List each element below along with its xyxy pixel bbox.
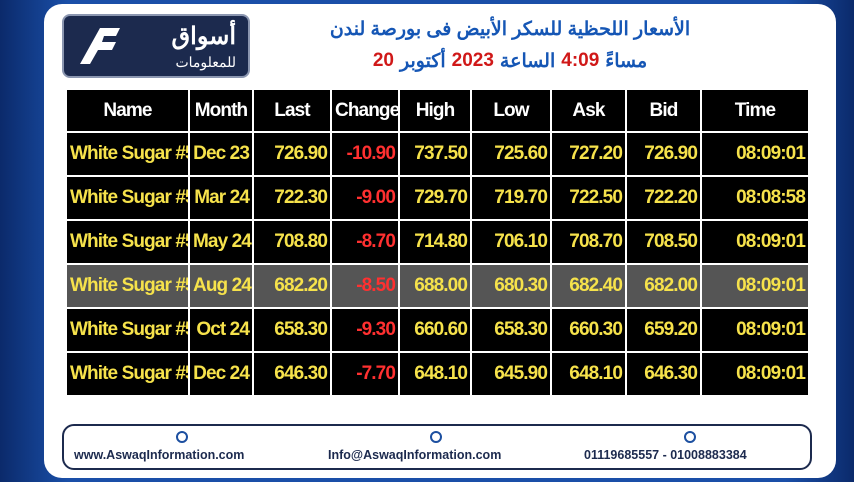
cell: 722.30 bbox=[252, 175, 332, 221]
cell: White Sugar #5 bbox=[65, 351, 190, 397]
cell: 725.60 bbox=[470, 131, 552, 177]
footer: www.AswaqInformation.com Info@AswaqInfor… bbox=[62, 424, 812, 470]
subtitle-part: 4:09 bbox=[561, 50, 600, 71]
email: Info@AswaqInformation.com bbox=[328, 448, 502, 462]
cell: 646.30 bbox=[252, 351, 332, 397]
cell: 714.80 bbox=[398, 219, 472, 265]
row: White Sugar #5 Aug 24 682.20 -8.50 688.00 680… bbox=[65, 263, 810, 309]
price-table: Name Month Last Change High Low Ask Bid Time Whit… bbox=[65, 88, 810, 397]
column-header: Low bbox=[470, 88, 552, 133]
cell: 659.20 bbox=[625, 307, 702, 353]
cell: White Sugar #5 bbox=[65, 219, 190, 265]
cell: Dec 24 bbox=[188, 351, 254, 397]
logo-sub: للمعلومات bbox=[175, 54, 236, 70]
cell: 708.50 bbox=[625, 219, 702, 265]
cell: 08:09:01 bbox=[700, 219, 810, 265]
cell: 660.60 bbox=[398, 307, 472, 353]
cell: -8.70 bbox=[330, 219, 400, 265]
row: White Sugar #5 May 24 708.80 -8.70 714.80 706… bbox=[65, 219, 810, 265]
mail-icon bbox=[430, 431, 442, 443]
cell: Mar 24 bbox=[188, 175, 254, 221]
subtitle-part: 2023 bbox=[451, 50, 494, 71]
cell: 680.30 bbox=[470, 263, 552, 309]
logo-name: أسواق bbox=[171, 23, 236, 50]
row: White Sugar #5 Dec 23 726.90 -10.90 737.50 72… bbox=[65, 131, 810, 177]
cell: 688.00 bbox=[398, 263, 472, 309]
cell: 722.50 bbox=[550, 175, 627, 221]
cell: -7.70 bbox=[330, 351, 400, 397]
title: الأسعار اللحظية للسكر الأبيض فى بورصة لن… bbox=[329, 19, 691, 40]
cell: 682.00 bbox=[625, 263, 702, 309]
cell: White Sugar #5 bbox=[65, 131, 190, 177]
cell: 08:08:58 bbox=[700, 175, 810, 221]
cell: 648.10 bbox=[398, 351, 472, 397]
cell: 682.40 bbox=[550, 263, 627, 309]
subtitle: 20 أكتوبر 2023 الساعة 4:09 مساءً bbox=[270, 50, 750, 73]
cell: 08:09:01 bbox=[700, 307, 810, 353]
cell: 648.10 bbox=[550, 351, 627, 397]
cell: -8.50 bbox=[330, 263, 400, 309]
cell: 737.50 bbox=[398, 131, 472, 177]
column-header: Ask bbox=[550, 88, 627, 133]
subtitle-part: مساءً bbox=[605, 51, 648, 72]
cell: -9.30 bbox=[330, 307, 400, 353]
cell: -9.00 bbox=[330, 175, 400, 221]
web-icon bbox=[176, 431, 188, 443]
cell: 727.20 bbox=[550, 131, 627, 177]
cell: 08:09:01 bbox=[700, 351, 810, 397]
cell: May 24 bbox=[188, 219, 254, 265]
column-header: Time bbox=[700, 88, 810, 133]
cell: 708.70 bbox=[550, 219, 627, 265]
cell: White Sugar #5 bbox=[65, 263, 190, 309]
column-header: Bid bbox=[625, 88, 702, 133]
column-header: Name bbox=[65, 88, 190, 133]
cell: Oct 24 bbox=[188, 307, 254, 353]
subtitle-part: الساعة bbox=[499, 51, 556, 72]
logo-icon bbox=[80, 28, 120, 64]
phone-icon bbox=[684, 431, 696, 443]
logo: أسواق للمعلومات bbox=[62, 14, 250, 78]
subtitle-part: 20 bbox=[372, 50, 394, 71]
subtitle-part: أكتوبر bbox=[399, 51, 446, 72]
website: www.AswaqInformation.com bbox=[74, 448, 245, 462]
column-header: Change bbox=[330, 88, 400, 133]
cell: Aug 24 bbox=[188, 263, 254, 309]
cell: White Sugar #5 bbox=[65, 307, 190, 353]
column-header: Last bbox=[252, 88, 332, 133]
cell: 658.30 bbox=[252, 307, 332, 353]
cell: 08:09:01 bbox=[700, 263, 810, 309]
cell: 706.10 bbox=[470, 219, 552, 265]
cell: 08:09:01 bbox=[700, 131, 810, 177]
cell: Dec 23 bbox=[188, 131, 254, 177]
column-header: Month bbox=[188, 88, 254, 133]
cell: 719.70 bbox=[470, 175, 552, 221]
phones: 01119685557 - 01008883384 bbox=[584, 448, 747, 462]
row: White Sugar #5 Mar 24 722.30 -9.00 729.70 719… bbox=[65, 175, 810, 221]
cell: White Sugar #5 bbox=[65, 175, 190, 221]
row: White Sugar #5 Dec 24 646.30 -7.70 648.10 645… bbox=[65, 351, 810, 397]
cell: -10.90 bbox=[330, 131, 400, 177]
cell: 645.90 bbox=[470, 351, 552, 397]
cell: 658.30 bbox=[470, 307, 552, 353]
row: White Sugar #5 Oct 24 658.30 -9.30 660.60 658… bbox=[65, 307, 810, 353]
cell: 660.30 bbox=[550, 307, 627, 353]
cell: 722.20 bbox=[625, 175, 702, 221]
cell: 726.90 bbox=[625, 131, 702, 177]
cell: 729.70 bbox=[398, 175, 472, 221]
column-header: High bbox=[398, 88, 472, 133]
cell: 708.80 bbox=[252, 219, 332, 265]
header-row: Name Month Last Change High Low Ask Bid Time bbox=[65, 88, 810, 133]
cell: 646.30 bbox=[625, 351, 702, 397]
cell: 726.90 bbox=[252, 131, 332, 177]
cell: 682.20 bbox=[252, 263, 332, 309]
